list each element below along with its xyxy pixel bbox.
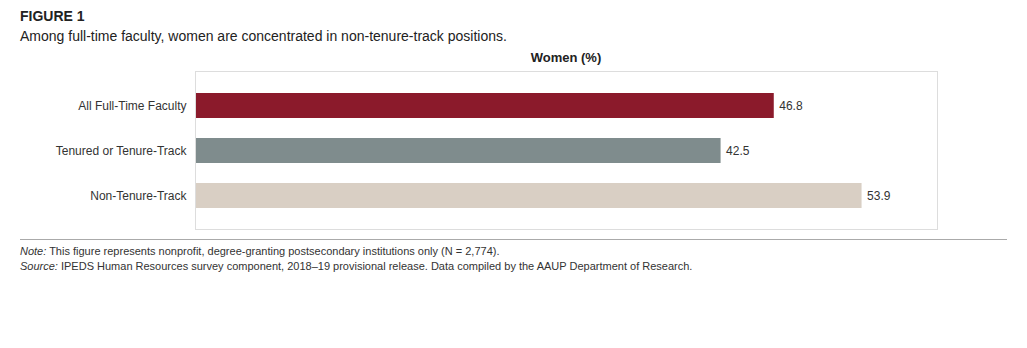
html-text:FIGURE 1: FIGURE 1 <box>20 8 85 24</box>
svg-text:Tenured or Tenure-Track: Tenured or Tenure-Track <box>56 144 188 158</box>
svg-text:42.5: 42.5 <box>726 144 750 158</box>
html-text:Source: IPEDS Human Resources: Source: IPEDS Human Resources survey com… <box>20 260 693 272</box>
svg-text:Non-Tenure-Track: Non-Tenure-Track <box>90 189 187 203</box>
svg-text:All Full-Time Faculty: All Full-Time Faculty <box>78 99 186 113</box>
html-text:Note: This figure represents n: Note: This figure represents nonprofit, … <box>20 245 500 257</box>
html-text:Among full-time faculty, women: Among full-time faculty, women are conce… <box>20 28 507 44</box>
svg-text:53.9: 53.9 <box>867 189 891 203</box>
svg-text:46.8: 46.8 <box>779 99 803 113</box>
html-text:Women (%): Women (%) <box>530 50 602 65</box>
